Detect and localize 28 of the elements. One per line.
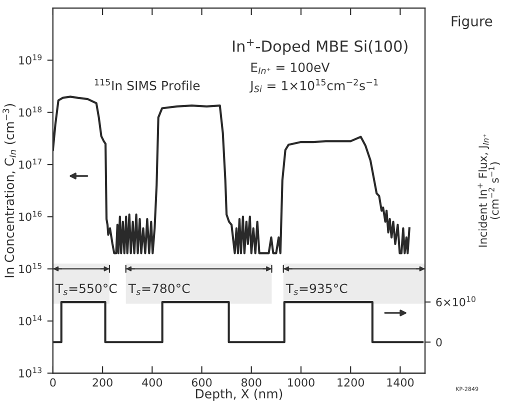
y2-tick-label: 0 xyxy=(436,338,442,346)
x-tick-label: 200 xyxy=(92,378,112,387)
x-tick-label: 1000 xyxy=(288,378,314,387)
y-tick-label: 10$^{19}$ xyxy=(19,54,42,65)
x-axis-title: Depth, X (nm) xyxy=(196,388,282,401)
x-tick-label: 1400 xyxy=(387,378,414,387)
annotation: E$_{In⁺}$ = 100eV xyxy=(251,62,330,74)
annotation: $^{115}$In SIMS Profile xyxy=(94,78,200,90)
y-tick-label: 10$^{17}$ xyxy=(19,158,42,169)
band-label: T$_{s}$=550°C xyxy=(55,284,117,296)
annotation: J$_{Si}$ = 1×10$^{15}$cm$^{−2}$s$^{−1}$ xyxy=(249,78,378,93)
text: In$^{+}$-Doped MBE Si(100) xyxy=(233,39,408,55)
y-tick-label: 10$^{13}$ xyxy=(19,367,42,378)
y2-tick-label: 6×10$^{10}$ xyxy=(436,296,476,306)
y-tick-label: 10$^{16}$ xyxy=(19,210,42,221)
text: Incident In$^{+}$ Flux, J$_{In⁺}$ (cm$^{−2}$ s$^{−1}$) xyxy=(478,134,500,247)
y-tick-label: 10$^{14}$ xyxy=(19,315,42,326)
x-tick-label: 800 xyxy=(242,378,262,387)
x-tick-label: 400 xyxy=(142,378,162,387)
x-tick-label: 600 xyxy=(192,378,212,387)
y-tick-label: 10$^{15}$ xyxy=(19,263,42,274)
x-tick-label: 1200 xyxy=(338,378,364,387)
band-label: T$_{s}$=780°C xyxy=(128,284,190,296)
y-tick-label: 10$^{18}$ xyxy=(19,106,42,117)
x-tick-label: 0 xyxy=(50,378,56,387)
text: Figure xyxy=(452,16,492,30)
y-axis-title: In Concentration, C$_{In}$ (cm$^{−3}$) xyxy=(2,104,16,278)
band-label: T$_{s}$=935°C xyxy=(286,284,348,296)
